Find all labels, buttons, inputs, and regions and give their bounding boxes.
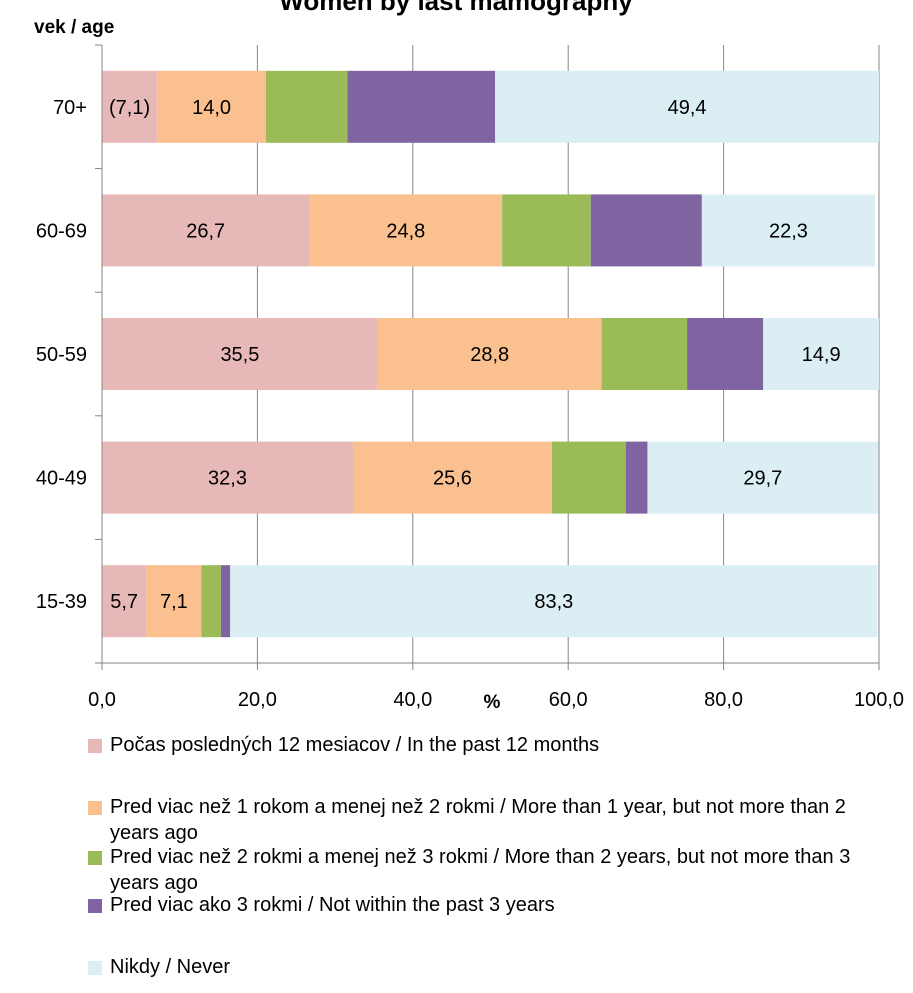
stacked-bar-chart: Women by last mamography vek / age % 0,0…: [34, 0, 904, 713]
axes: 0,0 20,0 40,0 60,0 80,0 100,0 70+ 60-69 50-59 40-…: [36, 44, 904, 711]
data-label: 49,4: [668, 97, 707, 119]
legend-swatch: [88, 899, 102, 913]
bar-segment-4-0: [495, 70, 879, 143]
bar-segment-3-4: [220, 565, 231, 638]
bar-segment-3-0: [347, 70, 496, 143]
data-label: 29,7: [743, 468, 782, 490]
legend-item: Pred viac než 1 rokom a menej než 2 rokm…: [88, 794, 888, 846]
bar-segment-0-0: [102, 70, 158, 143]
bar-segment-0-4: [102, 565, 147, 638]
data-label: 83,3: [534, 591, 573, 613]
bar-segment-2-2: [601, 318, 688, 390]
category-label: 40-49: [36, 468, 87, 490]
y-axis-title: vek / age: [34, 17, 114, 38]
category-label: 70+: [53, 97, 87, 119]
legend-label: Nikdy / Never: [110, 956, 231, 978]
data-label: 22,3: [769, 220, 808, 242]
bar-segment-1-3: [352, 441, 552, 514]
bar-segment-0-1: [102, 194, 310, 267]
bar-segment-2-4: [201, 565, 221, 638]
category-label: 15-39: [36, 591, 87, 613]
bar-segment-4-2: [763, 318, 879, 390]
bar-segment-4-1: [701, 194, 876, 267]
data-label: 35,5: [220, 344, 259, 366]
bar-segment-3-2: [687, 318, 764, 390]
bar-segment-0-3: [102, 441, 353, 514]
data-label: 24,8: [386, 220, 425, 242]
data-label: (7,1): [109, 97, 150, 119]
category-label: 50-59: [36, 344, 87, 366]
bar-segment-0-2: [102, 318, 378, 390]
bar-segment-2-3: [551, 441, 626, 514]
x-tick-label: 80,0: [704, 689, 743, 711]
legend-swatch: [88, 801, 102, 815]
legend-swatch: [88, 739, 102, 753]
data-label: 28,8: [470, 344, 509, 366]
chart-title: Women by last mamography: [279, 0, 633, 16]
legend-item: Počas posledných 12 mesiacov / In the pa…: [88, 732, 599, 758]
data-label: 32,3: [208, 468, 247, 490]
x-tick-label: 40,0: [393, 689, 432, 711]
data-label: 26,7: [186, 220, 225, 242]
legend-label: Pred viac než 2 rokmi a menej než 3 rokm…: [110, 846, 851, 894]
data-label: 14,0: [192, 97, 231, 119]
data-label: 14,9: [802, 344, 841, 366]
legend-label: Pred viac ako 3 rokmi / Not within the p…: [110, 894, 555, 916]
category-label: 60-69: [36, 220, 87, 242]
bar-segment-1-2: [377, 318, 602, 390]
bar-segment-1-4: [146, 565, 202, 638]
legend-item: Pred viac než 2 rokmi a menej než 3 rokm…: [88, 844, 888, 896]
bar-segment-3-1: [590, 194, 702, 267]
bar-segments: [102, 70, 879, 638]
data-labels: (7,1) 14,0 49,4 26,7 24,8 22,3 35,5 28,8 14,9 32,…: [109, 97, 841, 613]
legend-swatch: [88, 961, 102, 975]
legend-label: Pred viac než 1 rokom a menej než 2 rokm…: [110, 796, 846, 844]
bar-segment-3-3: [625, 441, 648, 514]
bar-segment-2-1: [502, 194, 591, 267]
bar-segment-2-0: [265, 70, 348, 143]
data-label: 7,1: [160, 591, 188, 613]
legend-item: Pred viac ako 3 rokmi / Not within the p…: [88, 892, 555, 918]
x-tick-label: 20,0: [238, 689, 277, 711]
legend-label: Počas posledných 12 mesiacov / In the pa…: [110, 734, 600, 756]
x-axis-title: %: [484, 692, 501, 713]
legend-swatch: [88, 851, 102, 865]
x-tick-label: 60,0: [549, 689, 588, 711]
bar-segment-4-4: [230, 565, 878, 638]
x-tick-label: 0,0: [88, 689, 116, 711]
data-label: 5,7: [110, 591, 138, 613]
data-label: 25,6: [433, 468, 472, 490]
bar-segment-1-0: [157, 70, 266, 143]
x-tick-label: 100,0: [854, 689, 904, 711]
bar-segment-1-1: [309, 194, 503, 267]
legend-item: Nikdy / Never: [88, 954, 230, 980]
bar-segment-4-3: [647, 441, 879, 514]
